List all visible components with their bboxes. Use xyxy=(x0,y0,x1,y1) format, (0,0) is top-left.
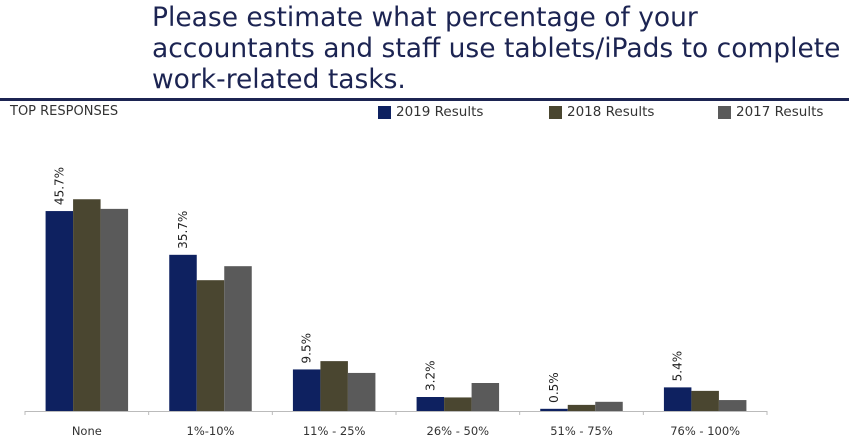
bar xyxy=(691,390,719,411)
bar xyxy=(663,387,692,411)
bar xyxy=(567,404,596,411)
legend-label: 2019 Results xyxy=(396,104,484,120)
legend-item-2017: 2017 Results xyxy=(718,104,823,120)
bar xyxy=(416,397,445,411)
x-tick-label: 26% - 50% xyxy=(427,424,490,437)
bar xyxy=(45,211,74,411)
title-divider xyxy=(0,98,849,101)
x-tick-label: 11% - 25% xyxy=(303,424,366,437)
x-tick-label: 1%-10% xyxy=(187,424,235,437)
chart-subtitle: TOP RESPONSES xyxy=(10,104,119,119)
legend-swatch xyxy=(378,105,391,119)
bar xyxy=(196,280,225,411)
bar xyxy=(169,254,197,411)
legend-label: 2017 Results xyxy=(736,104,824,120)
legend-item-2019: 2019 Results xyxy=(378,104,483,120)
data-label: 9.5% xyxy=(300,333,314,364)
data-label: 5.4% xyxy=(671,351,685,382)
bar xyxy=(347,372,376,411)
data-label: 0.5% xyxy=(547,372,561,403)
bar xyxy=(540,408,568,411)
bar xyxy=(444,397,472,411)
chart-title: Please estimate what percentage of your … xyxy=(152,2,841,95)
bar xyxy=(471,383,500,411)
bar xyxy=(292,369,321,411)
bar xyxy=(718,400,747,411)
legend-label: 2018 Results xyxy=(567,104,655,120)
x-tick-label: 51% - 75% xyxy=(550,424,613,437)
bar xyxy=(73,199,101,411)
data-label: 45.7% xyxy=(52,167,66,205)
bar xyxy=(100,208,129,411)
bar xyxy=(224,266,252,411)
legend-swatch xyxy=(718,105,731,119)
data-label: 35.7% xyxy=(176,211,190,249)
x-tick-label: 76% - 100% xyxy=(670,424,740,437)
x-tick-label: None xyxy=(72,424,102,437)
legend-swatch xyxy=(549,105,562,119)
legend-item-2018: 2018 Results xyxy=(549,104,654,120)
data-label: 3.2% xyxy=(423,361,437,392)
bar xyxy=(320,361,348,411)
bar xyxy=(595,401,623,411)
